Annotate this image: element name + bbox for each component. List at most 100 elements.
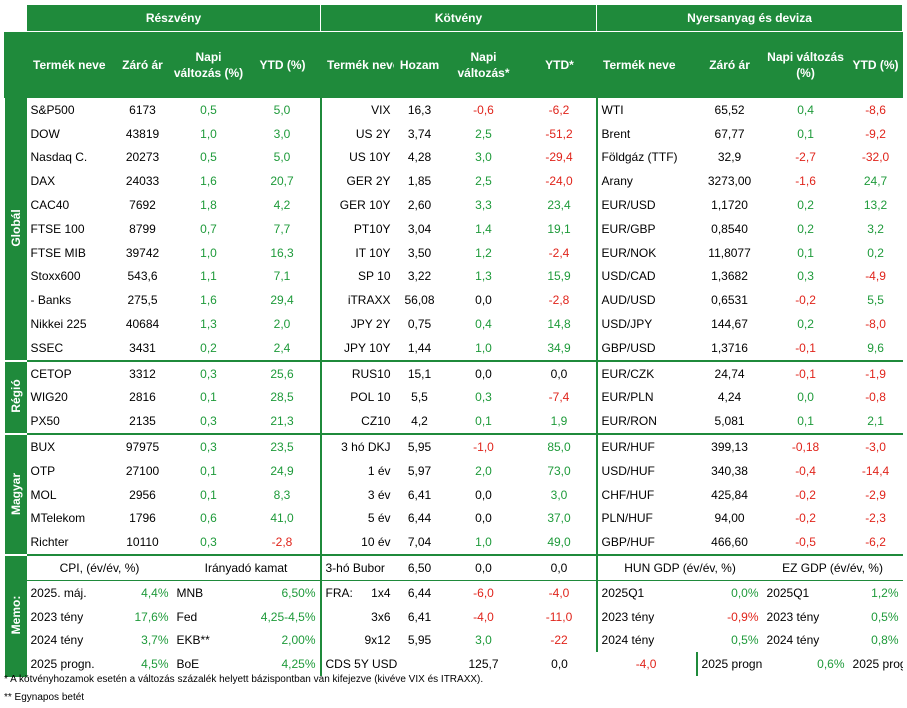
cell-bd-name: iTRAXX [319, 288, 395, 313]
cell-eq-value: 2135 [129, 414, 156, 429]
cell-bd-daily: 0,4 [475, 317, 492, 332]
memo-bond-cell: 3x6 [319, 604, 395, 629]
cell-eq-value: 24033 [125, 174, 160, 189]
section-equity: Részvény [26, 4, 321, 32]
cell-eq-ytd: 5,0 [273, 102, 291, 117]
cell-eq-ytd: 7,7 [273, 221, 291, 236]
cell-bd-ytd: 49,0 [547, 535, 571, 550]
cell-cm-ytd: 24,7 [863, 174, 888, 189]
cell-bd-value: 3,04 [407, 221, 432, 236]
cell-eq-ytd: 20,7 [270, 174, 294, 189]
memo-bond-prefix: FRA: [325, 585, 353, 600]
cell-eq-name: WIG20 [30, 390, 68, 405]
cell-bd-name: US 2Y [319, 121, 395, 146]
cell-cm-name: AUD/USD [595, 288, 697, 313]
cell-eq-value: 97975 [112, 433, 173, 459]
memo-bond-cell: FRA: 1x4 [319, 580, 395, 605]
cell-eq-ytd: 4,2 [273, 198, 291, 213]
cell-bd-ytd: 1,9 [550, 414, 568, 429]
memo-bond-ytd: -4,0 [548, 585, 570, 600]
cell-bd-value: 56,08 [404, 293, 435, 308]
cell-eq-name: PX50 [30, 414, 60, 429]
cell-cm-ytd: -6,2 [865, 535, 886, 550]
cell-bd-daily: 3,3 [475, 198, 492, 213]
cell-eq-daily: 1,6 [200, 293, 217, 308]
cell-cm-value: 1,1720 [711, 198, 748, 213]
cell-cm-name: Földgáz (TTF) [595, 145, 697, 170]
cell-eq-ytd: 41,0 [270, 511, 294, 526]
cell-eq-ytd: 16,3 [270, 245, 294, 260]
memo-bubor-ytd: 0,0 [522, 554, 597, 581]
cell-eq-ytd: 8,3 [273, 487, 291, 502]
cell-eq-name: CETOP [26, 359, 113, 386]
cell-eq-ytd: 7,1 [273, 269, 291, 284]
col-header-eq-0: Termék neve [26, 31, 113, 98]
cell-eq-value: 43819 [125, 126, 160, 141]
cell-bd-name: VIX [319, 98, 395, 122]
cell-bd-daily: 0,0 [444, 359, 523, 386]
cell-cm-value: 3273,00 [707, 174, 752, 189]
cell-cm-value: 11,8077 [708, 245, 751, 260]
memo-ez-value: 0,8% [871, 633, 899, 648]
cell-bd-ytd: -24,0 [545, 174, 573, 189]
cell-cm-ytd: -1,9 [848, 359, 903, 386]
memo-rate-label: Fed [176, 609, 198, 624]
cell-eq-ytd: 29,4 [270, 293, 294, 308]
cell-eq-name: - Banks [30, 293, 72, 308]
section-commodity: Nyersanyag és deviza [596, 4, 904, 32]
memo-hun-label: 2025Q1 [595, 580, 697, 605]
cell-cm-name: USD/JPY [595, 312, 697, 336]
memo-bubor-daily: 0,0 [444, 554, 523, 581]
cell-cm-daily: -0,4 [795, 463, 816, 478]
cell-bd-name: GER 2Y [319, 169, 395, 194]
cell-eq-ytd: 23,5 [244, 433, 321, 459]
memo-rate-value: 4,25-4,5% [260, 609, 316, 624]
cell-bd-daily: 1,3 [475, 269, 492, 284]
cell-eq-value: 7692 [129, 198, 156, 213]
memo-ez-label: 2025 progn. [852, 657, 903, 672]
cell-eq-name: Stoxx600 [30, 269, 81, 284]
cell-bd-daily: 2,0 [475, 463, 492, 478]
cell-eq-daily: 0,1 [200, 487, 217, 502]
memo-hun-label: 2025 progn. [695, 652, 763, 677]
cell-eq-daily: 0,1 [200, 390, 217, 405]
cell-eq-value: 6173 [129, 102, 156, 117]
memo-ez-label: 2023 tény [766, 609, 820, 624]
memo-cpi-label: 2025. máj. [30, 585, 87, 600]
cell-bd-daily: 0,1 [475, 414, 492, 429]
memo-bond-cell: 9x12 [319, 628, 395, 653]
cell-eq-value: 2956 [129, 487, 156, 502]
memo-hun-header: HUN GDP (év/év, %) [595, 554, 763, 581]
memo-bond-value: 125,7 [468, 657, 499, 672]
cell-bd-value: 7,04 [407, 535, 432, 550]
memo-bond-daily: 0,0 [551, 657, 568, 672]
cell-cm-value: 4,24 [717, 390, 742, 405]
cell-bd-ytd: 37,0 [547, 511, 571, 526]
cell-bd-value: 1,44 [407, 340, 432, 355]
cell-cm-name: PLN/HUF [595, 506, 697, 531]
cell-bd-value: 3,22 [407, 269, 432, 284]
cell-cm-daily: 0,2 [797, 221, 814, 236]
cell-bd-ytd: -2,4 [548, 245, 570, 260]
memo-ez-value: 0,5% [871, 609, 899, 624]
cell-cm-name: WTI [595, 98, 697, 122]
cell-cm-daily: -0,1 [795, 340, 816, 355]
memo-hun-label: 2024 tény [595, 628, 697, 653]
memo-cpi-value: 3,7% [141, 633, 169, 648]
cell-bd-ytd: 85,0 [522, 433, 597, 459]
cell-eq-ytd: 21,3 [270, 414, 294, 429]
cell-bd-ytd: -6,2 [548, 102, 570, 117]
memo-rate-value: 6,50% [281, 585, 316, 600]
memo-bond-daily: -6,0 [473, 585, 494, 600]
cell-eq-ytd: -2,8 [271, 535, 293, 550]
market-table: Részvény Kötvény Nyersanyag és deviza Termé… [4, 4, 904, 677]
cell-cm-value: 425,84 [711, 487, 748, 502]
cell-bd-daily: -1,0 [444, 433, 523, 459]
cell-cm-daily: -0,1 [762, 359, 849, 386]
cell-cm-ytd: -2,3 [865, 511, 886, 526]
cell-eq-name: Nikkei 225 [30, 317, 87, 332]
cell-bd-daily: 1,0 [475, 535, 492, 550]
cell-bd-name: RUS10 [319, 359, 395, 386]
cell-eq-value: 10110 [126, 535, 159, 550]
cell-bd-value: 6,44 [407, 511, 432, 526]
